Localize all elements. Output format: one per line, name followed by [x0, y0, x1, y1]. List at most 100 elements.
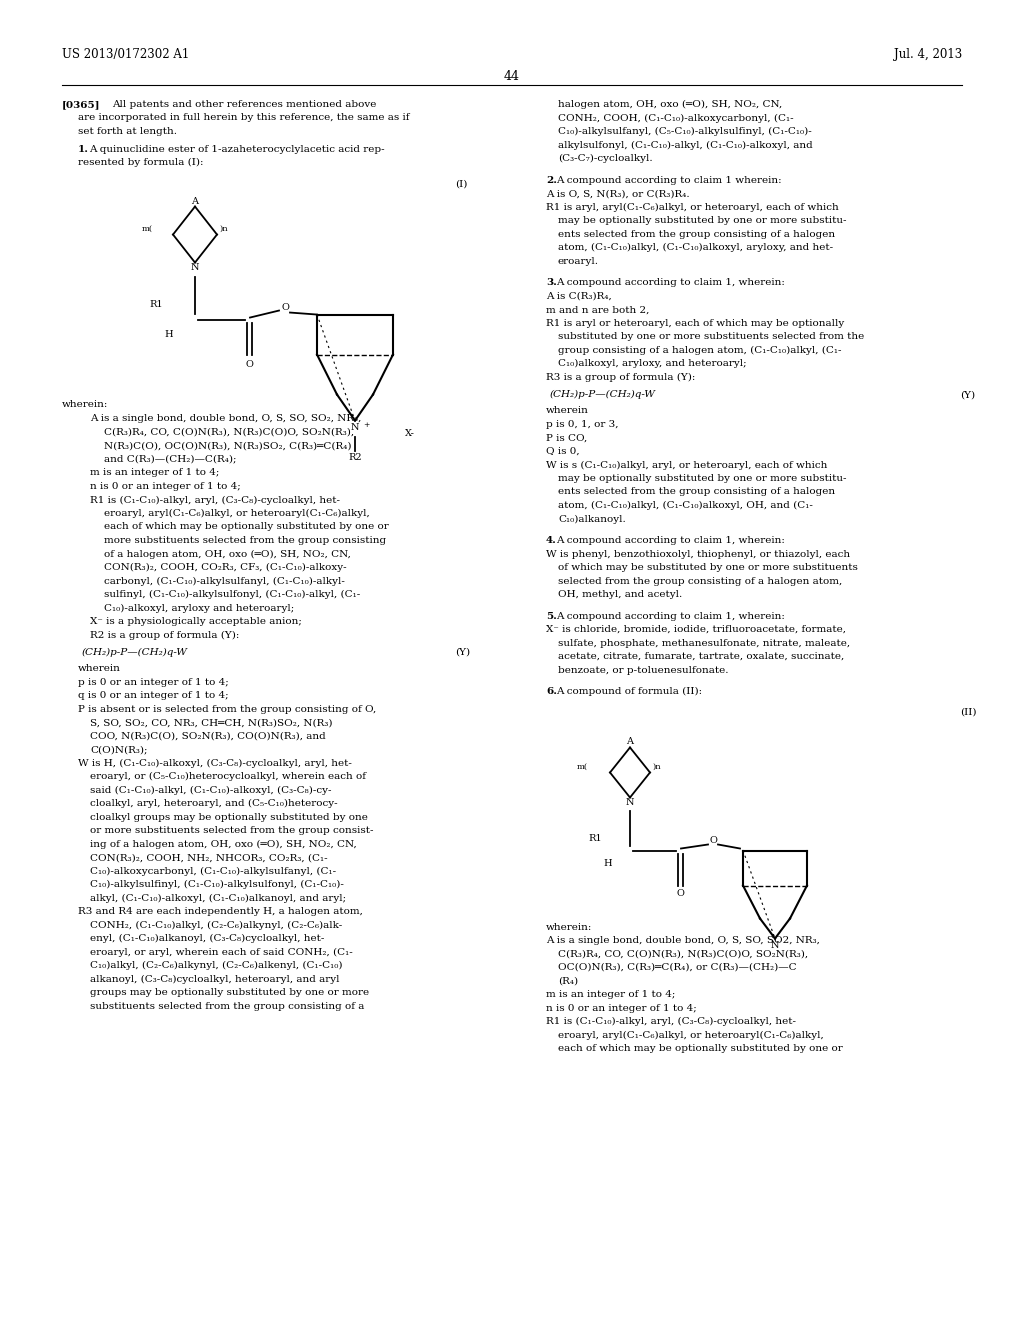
Text: resented by formula (I):: resented by formula (I): [78, 158, 204, 168]
Text: C₁₀)alkyl, (C₂-C₆)alkynyl, (C₂-C₆)alkenyl, (C₁-C₁₀): C₁₀)alkyl, (C₂-C₆)alkynyl, (C₂-C₆)alkeny… [90, 961, 342, 970]
Text: are incorporated in full herein by this reference, the same as if: are incorporated in full herein by this … [78, 114, 410, 123]
Text: wherein:: wherein: [62, 400, 109, 409]
Text: substituents selected from the group consisting of a: substituents selected from the group con… [90, 1002, 365, 1011]
Text: N: N [351, 422, 359, 432]
Text: sulfate, phosphate, methanesulfonate, nitrate, maleate,: sulfate, phosphate, methanesulfonate, ni… [558, 639, 850, 648]
Text: O: O [245, 359, 253, 368]
Text: eroaryl, or aryl, wherein each of said CONH₂, (C₁-: eroaryl, or aryl, wherein each of said C… [90, 948, 352, 957]
Text: m(: m( [142, 224, 153, 232]
Text: 6.: 6. [546, 688, 557, 696]
Text: O: O [281, 302, 289, 312]
Text: group consisting of a halogen atom, (C₁-C₁₀)alkyl, (C₁-: group consisting of a halogen atom, (C₁-… [558, 346, 842, 355]
Text: X-: X- [406, 429, 415, 437]
Text: A quinuclidine ester of 1-azaheterocyclylacetic acid rep-: A quinuclidine ester of 1-azaheterocycly… [89, 145, 385, 153]
Text: ing of a halogen atom, OH, oxo (═O), SH, NO₂, CN,: ing of a halogen atom, OH, oxo (═O), SH,… [90, 840, 356, 849]
Text: C(R₃)R₄, CO, C(O)N(R₃), N(R₃)C(O)O, SO₂N(R₃),: C(R₃)R₄, CO, C(O)N(R₃), N(R₃)C(O)O, SO₂N… [558, 949, 808, 958]
Text: alkyl, (C₁-C₁₀)-alkoxyl, (C₁-C₁₀)alkanoyl, and aryl;: alkyl, (C₁-C₁₀)-alkoxyl, (C₁-C₁₀)alkanoy… [90, 894, 346, 903]
Text: said (C₁-C₁₀)-alkyl, (C₁-C₁₀)-alkoxyl, (C₃-C₈)-cy-: said (C₁-C₁₀)-alkyl, (C₁-C₁₀)-alkoxyl, (… [90, 785, 332, 795]
Text: enyl, (C₁-C₁₀)alkanoyl, (C₃-C₈)cycloalkyl, het-: enyl, (C₁-C₁₀)alkanoyl, (C₃-C₈)cycloalky… [90, 935, 325, 944]
Text: P is CO,: P is CO, [546, 433, 587, 442]
Text: atom, (C₁-C₁₀)alkyl, (C₁-C₁₀)alkoxyl, aryloxy, and het-: atom, (C₁-C₁₀)alkyl, (C₁-C₁₀)alkoxyl, ar… [558, 243, 834, 252]
Text: CONH₂, (C₁-C₁₀)alkyl, (C₂-C₆)alkynyl, (C₂-C₆)alk-: CONH₂, (C₁-C₁₀)alkyl, (C₂-C₆)alkynyl, (C… [90, 920, 342, 929]
Text: R1 is (C₁-C₁₀)-alkyl, aryl, (C₃-C₈)-cycloalkyl, het-: R1 is (C₁-C₁₀)-alkyl, aryl, (C₃-C₈)-cycl… [90, 495, 340, 504]
Text: A: A [191, 197, 199, 206]
Text: H: H [603, 858, 612, 867]
Text: eroaryl, aryl(C₁-C₆)alkyl, or heteroaryl(C₁-C₆)alkyl,: eroaryl, aryl(C₁-C₆)alkyl, or heteroaryl… [558, 1031, 823, 1040]
Text: 3.: 3. [546, 279, 557, 288]
Text: A compound according to claim 1 wherein:: A compound according to claim 1 wherein: [556, 176, 781, 185]
Text: All patents and other references mentioned above: All patents and other references mention… [112, 100, 377, 110]
Text: [0365]: [0365] [62, 100, 100, 110]
Text: n is 0 or an integer of 1 to 4;: n is 0 or an integer of 1 to 4; [90, 482, 241, 491]
Text: W is phenyl, benzothioxolyl, thiophenyl, or thiazolyl, each: W is phenyl, benzothioxolyl, thiophenyl,… [546, 549, 850, 558]
Text: (CH₂)p-P—(CH₂)q-W: (CH₂)p-P—(CH₂)q-W [82, 648, 187, 657]
Text: H: H [165, 330, 173, 338]
Text: n is 0 or an integer of 1 to 4;: n is 0 or an integer of 1 to 4; [546, 1003, 696, 1012]
Text: wherein:: wherein: [546, 923, 592, 932]
Text: O: O [709, 836, 717, 845]
Text: groups may be optionally substituted by one or more: groups may be optionally substituted by … [90, 989, 369, 997]
Text: m is an integer of 1 to 4;: m is an integer of 1 to 4; [90, 469, 219, 478]
Text: W is s (C₁-C₁₀)alkyl, aryl, or heteroaryl, each of which: W is s (C₁-C₁₀)alkyl, aryl, or heteroary… [546, 461, 827, 470]
Text: eroaryl.: eroaryl. [558, 256, 599, 265]
Text: selected from the group consisting of a halogen atom,: selected from the group consisting of a … [558, 577, 843, 586]
Text: (C₃-C₇)-cycloalkyl.: (C₃-C₇)-cycloalkyl. [558, 154, 652, 164]
Text: CON(R₃)₂, COOH, CO₂R₃, CF₃, (C₁-C₁₀)-alkoxy-: CON(R₃)₂, COOH, CO₂R₃, CF₃, (C₁-C₁₀)-alk… [104, 562, 347, 572]
Text: may be optionally substituted by one or more substitu-: may be optionally substituted by one or … [558, 216, 847, 226]
Text: S, SO, SO₂, CO, NR₃, CH═CH, N(R₃)SO₂, N(R₃): S, SO, SO₂, CO, NR₃, CH═CH, N(R₃)SO₂, N(… [90, 718, 333, 727]
Text: A compound of formula (II):: A compound of formula (II): [556, 688, 702, 697]
Text: C(O)N(R₃);: C(O)N(R₃); [90, 746, 147, 754]
Text: set forth at length.: set forth at length. [78, 127, 177, 136]
Text: X⁻ is a physiologically acceptable anion;: X⁻ is a physiologically acceptable anion… [90, 616, 302, 626]
Text: C(R₃)R₄, CO, C(O)N(R₃), N(R₃)C(O)O, SO₂N(R₃),: C(R₃)R₄, CO, C(O)N(R₃), N(R₃)C(O)O, SO₂N… [104, 428, 354, 437]
Text: or more substituents selected from the group consist-: or more substituents selected from the g… [90, 826, 374, 836]
Text: p is 0 or an integer of 1 to 4;: p is 0 or an integer of 1 to 4; [78, 677, 228, 686]
Text: 1.: 1. [78, 145, 89, 153]
Text: of which may be substituted by one or more substituents: of which may be substituted by one or mo… [558, 564, 858, 572]
Text: C₁₀)-alkylsulfinyl, (C₁-C₁₀)-alkylsulfonyl, (C₁-C₁₀)-: C₁₀)-alkylsulfinyl, (C₁-C₁₀)-alkylsulfon… [90, 880, 344, 890]
Text: O: O [676, 888, 684, 898]
Text: C₁₀)-alkoxyl, aryloxy and heteroaryl;: C₁₀)-alkoxyl, aryloxy and heteroaryl; [104, 603, 294, 612]
Text: cloalkyl, aryl, heteroaryl, and (C₅-C₁₀)heterocy-: cloalkyl, aryl, heteroaryl, and (C₅-C₁₀)… [90, 799, 338, 808]
Text: C₁₀)-alkoxycarbonyl, (C₁-C₁₀)-alkylsulfanyl, (C₁-: C₁₀)-alkoxycarbonyl, (C₁-C₁₀)-alkylsulfa… [90, 867, 336, 875]
Text: US 2013/0172302 A1: US 2013/0172302 A1 [62, 48, 189, 61]
Text: N: N [626, 797, 634, 807]
Text: p is 0, 1, or 3,: p is 0, 1, or 3, [546, 420, 618, 429]
Text: wherein: wherein [546, 407, 589, 416]
Text: each of which may be optionally substituted by one or: each of which may be optionally substitu… [104, 523, 389, 532]
Text: (R₄): (R₄) [558, 977, 579, 986]
Text: acetate, citrate, fumarate, tartrate, oxalate, succinate,: acetate, citrate, fumarate, tartrate, ox… [558, 652, 844, 661]
Text: R2: R2 [348, 453, 361, 462]
Text: )n: )n [219, 224, 227, 232]
Text: N: N [771, 941, 779, 949]
Text: OH, methyl, and acetyl.: OH, methyl, and acetyl. [558, 590, 682, 599]
Text: 2.: 2. [546, 176, 557, 185]
Text: eroaryl, or (C₅-C₁₀)heterocycloalkyl, wherein each of: eroaryl, or (C₅-C₁₀)heterocycloalkyl, wh… [90, 772, 366, 781]
Text: R1: R1 [150, 300, 163, 309]
Text: A is a single bond, double bond, O, S, SO, SO₂, NR₃,: A is a single bond, double bond, O, S, S… [90, 414, 361, 424]
Text: CONH₂, COOH, (C₁-C₁₀)-alkoxycarbonyl, (C₁-: CONH₂, COOH, (C₁-C₁₀)-alkoxycarbonyl, (C… [558, 114, 794, 123]
Text: R2 is a group of formula (Y):: R2 is a group of formula (Y): [90, 631, 240, 639]
Text: A: A [627, 737, 634, 746]
Text: (Y): (Y) [961, 391, 975, 399]
Text: (Y): (Y) [455, 648, 470, 657]
Text: 4.: 4. [546, 536, 557, 545]
Text: A compound according to claim 1, wherein:: A compound according to claim 1, wherein… [556, 536, 784, 545]
Text: m and n are both 2,: m and n are both 2, [546, 305, 649, 314]
Text: CON(R₃)₂, COOH, NH₂, NHCOR₃, CO₂R₃, (C₁-: CON(R₃)₂, COOH, NH₂, NHCOR₃, CO₂R₃, (C₁- [90, 853, 328, 862]
Text: W is H, (C₁-C₁₀)-alkoxyl, (C₃-C₈)-cycloalkyl, aryl, het-: W is H, (C₁-C₁₀)-alkoxyl, (C₃-C₈)-cycloa… [78, 759, 352, 768]
Text: COO, N(R₃)C(O), SO₂N(R₃), CO(O)N(R₃), and: COO, N(R₃)C(O), SO₂N(R₃), CO(O)N(R₃), an… [90, 731, 326, 741]
Text: alkylsulfonyl, (C₁-C₁₀)-alkyl, (C₁-C₁₀)-alkoxyl, and: alkylsulfonyl, (C₁-C₁₀)-alkyl, (C₁-C₁₀)-… [558, 140, 813, 149]
Text: (II): (II) [961, 708, 977, 717]
Text: sulfinyl, (C₁-C₁₀)-alkylsulfonyl, (C₁-C₁₀)-alkyl, (C₁-: sulfinyl, (C₁-C₁₀)-alkylsulfonyl, (C₁-C₁… [104, 590, 360, 599]
Text: benzoate, or p-toluenesulfonate.: benzoate, or p-toluenesulfonate. [558, 665, 728, 675]
Text: A compound according to claim 1, wherein:: A compound according to claim 1, wherein… [556, 279, 784, 288]
Text: R1: R1 [589, 834, 602, 843]
Text: halogen atom, OH, oxo (═O), SH, NO₂, CN,: halogen atom, OH, oxo (═O), SH, NO₂, CN, [558, 100, 782, 110]
Text: R1 is aryl or heteroaryl, each of which may be optionally: R1 is aryl or heteroaryl, each of which … [546, 318, 844, 327]
Text: )n: )n [652, 763, 660, 771]
Text: each of which may be optionally substituted by one or: each of which may be optionally substitu… [558, 1044, 843, 1053]
Text: and C(R₃)—(CH₂)—C(R₄);: and C(R₃)—(CH₂)—C(R₄); [104, 455, 237, 463]
Text: cloalkyl groups may be optionally substituted by one: cloalkyl groups may be optionally substi… [90, 813, 368, 821]
Text: q is 0 or an integer of 1 to 4;: q is 0 or an integer of 1 to 4; [78, 692, 228, 700]
